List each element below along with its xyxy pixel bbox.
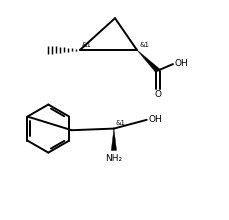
Polygon shape xyxy=(136,50,159,73)
Text: O: O xyxy=(153,90,161,99)
Text: &1: &1 xyxy=(115,120,125,126)
Text: NH₂: NH₂ xyxy=(105,154,122,163)
Text: OH: OH xyxy=(174,59,187,68)
Text: &1: &1 xyxy=(139,42,148,48)
Text: &1: &1 xyxy=(81,42,91,48)
Polygon shape xyxy=(111,128,116,150)
Text: OH: OH xyxy=(147,115,161,124)
